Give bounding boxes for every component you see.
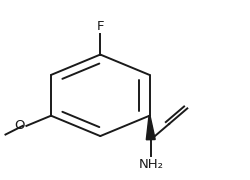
Text: F: F [96,20,104,33]
Text: NH₂: NH₂ [138,158,163,171]
Polygon shape [146,116,155,140]
Text: O: O [15,119,25,132]
